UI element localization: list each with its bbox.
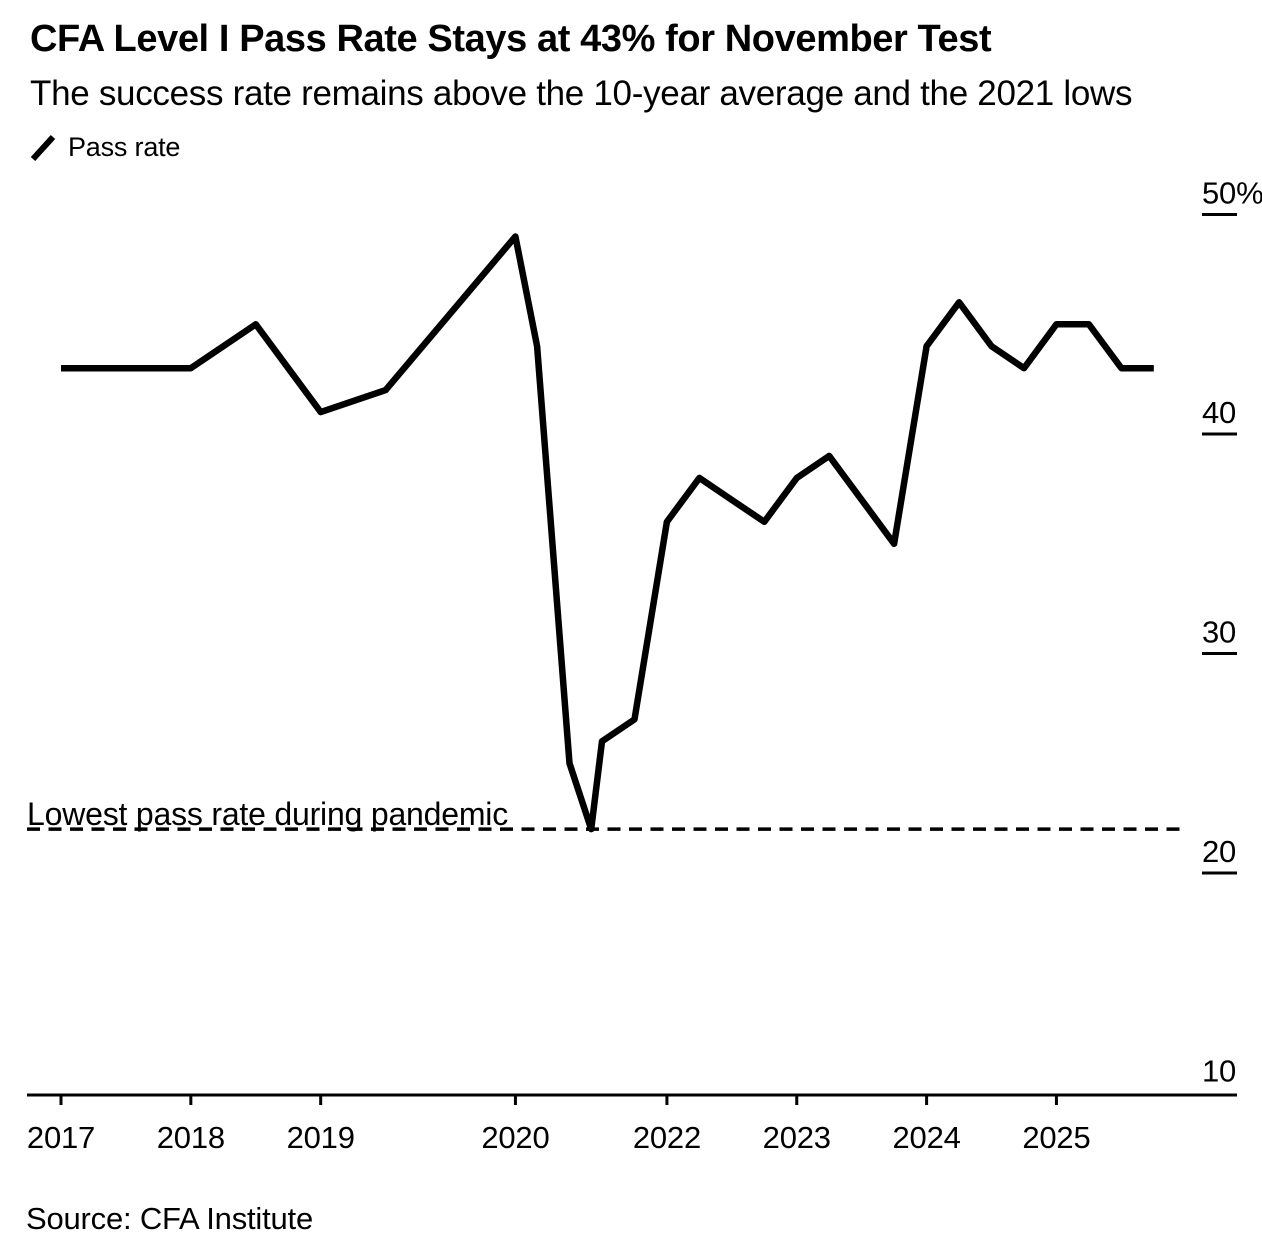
x-axis-label: 2017 [27,1120,95,1155]
x-axis-label: 2022 [633,1120,701,1155]
legend: Pass rate [30,132,180,163]
legend-label: Pass rate [68,132,181,162]
y-axis-label: 50% [1202,176,1262,211]
x-axis-label: 2019 [287,1120,355,1155]
x-axis-label: 2018 [157,1120,225,1155]
source-note: Source: CFA Institute [26,1201,314,1236]
y-axis-label: 20 [1202,834,1236,869]
x-axis-label: 2025 [1022,1120,1090,1155]
pandemic-low-annotation: Lowest pass rate during pandemic [27,796,508,832]
y-axis-label: 40 [1202,395,1236,430]
x-axis-label: 2024 [893,1120,961,1155]
y-axis-label: 10 [1202,1054,1236,1089]
x-axis-label: 2023 [763,1120,831,1155]
chart-title: CFA Level I Pass Rate Stays at 43% for N… [30,18,992,60]
pass-rate-line [61,233,1154,833]
chart-subtitle: The success rate remains above the 10-ye… [30,74,1133,113]
pass-rate-line-icon [30,134,56,161]
y-axis-label: 30 [1202,615,1236,650]
x-axis-label: 2020 [481,1120,549,1155]
